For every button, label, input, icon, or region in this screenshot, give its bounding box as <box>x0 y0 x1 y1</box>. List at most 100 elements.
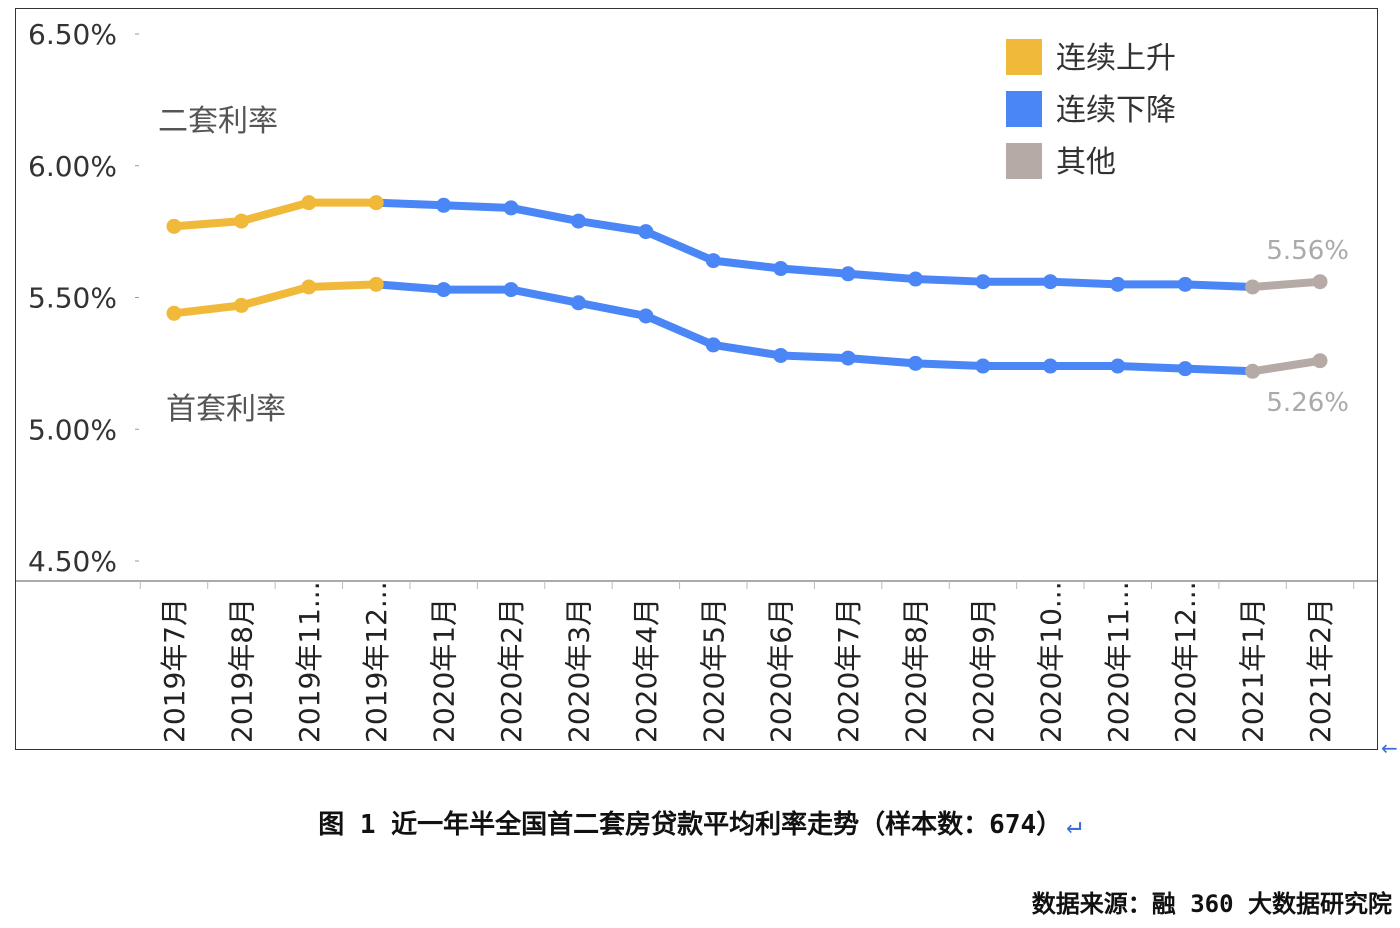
second-rate-point <box>908 271 924 287</box>
y-tick-label: 5.00% <box>28 413 117 446</box>
first-rate-end-label: 5.26% <box>1266 388 1349 418</box>
first-rate-point <box>301 279 317 295</box>
x-tick-label: 2019年11... <box>293 581 326 743</box>
second-rate-point <box>840 266 856 282</box>
first-rate-point <box>1245 363 1261 379</box>
series-segment <box>372 280 448 294</box>
caption-return-mark: ↵ <box>1066 810 1082 840</box>
first-rate-point <box>436 282 452 298</box>
second-rate-end-label: 5.56% <box>1266 236 1349 266</box>
y-tick-label: 6.00% <box>28 150 117 183</box>
first-rate-point <box>975 358 991 374</box>
series-segment <box>641 227 718 265</box>
x-tick-label: 2020年3月 <box>562 598 595 743</box>
first-rate-point <box>570 295 586 311</box>
legend-swatch <box>1006 91 1042 127</box>
y-tick-label: 5.50% <box>28 282 117 315</box>
x-tick-label: 2020年2月 <box>495 598 528 743</box>
x-tick-label: 2019年8月 <box>225 598 258 743</box>
series-segment <box>1181 364 1257 376</box>
rate-line-chart: 4.50% 5.00% 5.50% 6.00% 6.50% 2019年7月 2019年8月 2… <box>16 18 1377 743</box>
second-rate-label: 二套利率 <box>158 104 278 139</box>
x-tick-label: 2020年4月 <box>630 598 663 743</box>
series-segment <box>507 285 583 307</box>
series-segment <box>776 264 853 278</box>
second-rate-point <box>638 224 654 240</box>
legend-swatch <box>1006 143 1042 179</box>
first-rate-point <box>638 308 654 324</box>
second-rate-point <box>1245 279 1261 295</box>
legend-label: 连续下降 <box>1056 93 1176 128</box>
figure-caption: 图 1 近一年半全国首二套房贷款平均利率走势（样本数：674） ↵ <box>0 804 1400 841</box>
series-segment <box>641 311 718 349</box>
second-rate-point <box>570 213 586 229</box>
first-rate-label: 首套利率 <box>166 392 286 427</box>
second-rate-point <box>503 200 519 216</box>
first-rate-point <box>908 355 924 371</box>
y-tick-label: 4.50% <box>28 545 117 578</box>
series-segment <box>776 351 853 363</box>
first-rate-point <box>840 350 856 366</box>
x-tick-label: 2020年12... <box>1169 581 1202 743</box>
series-segment <box>709 256 785 273</box>
first-rate-point <box>503 282 519 298</box>
chart-frame: 4.50% 5.00% 5.50% 6.00% 6.50% 2019年7月 2019年8月 2… <box>15 8 1378 750</box>
x-tick-label: 2021年1月 <box>1237 598 1270 743</box>
x-tick-label: 2020年1月 <box>428 598 461 743</box>
series-segment <box>1181 280 1257 291</box>
second-rate-point <box>773 261 789 277</box>
series-segment <box>1248 277 1324 291</box>
first-rate-point <box>1177 361 1193 377</box>
second-rate-point <box>233 213 249 229</box>
first-rate-point <box>1312 353 1328 369</box>
second-rate-point <box>1110 276 1126 292</box>
first-rate-point <box>166 305 182 321</box>
series-segment <box>170 301 246 318</box>
series-segment <box>911 275 987 286</box>
legend-label: 连续上升 <box>1056 41 1176 76</box>
second-rate-point <box>166 218 182 234</box>
first-rate-point <box>1110 358 1126 374</box>
second-rate-point <box>301 195 317 211</box>
first-rate-point <box>705 337 721 353</box>
series-segment <box>911 359 987 371</box>
y-tick-label: 6.50% <box>28 18 117 51</box>
series-segment <box>844 354 920 368</box>
series-segment <box>1113 362 1190 373</box>
second-rate-point <box>705 253 721 269</box>
series-segment <box>237 282 313 310</box>
series-segment <box>574 217 650 236</box>
first-rate-point <box>233 297 249 313</box>
second-rate-point <box>436 197 452 213</box>
x-tick-label: 2020年11... <box>1102 581 1135 743</box>
series-segment <box>709 340 785 360</box>
second-rate-point <box>1177 276 1193 292</box>
series-segment <box>507 203 583 226</box>
x-tick-label: 2021年2月 <box>1304 598 1337 743</box>
series-segment <box>1046 277 1122 289</box>
caption-text: 图 1 近一年半全国首二套房贷款平均利率走势（样本数：674） <box>318 810 1063 840</box>
series-segment <box>844 269 920 284</box>
data-source: 数据来源：融 360 大数据研究院 <box>1031 890 1392 918</box>
series-segment <box>304 280 381 291</box>
series-segment <box>237 198 313 226</box>
frame-arrow-icon: ← <box>1381 736 1398 760</box>
x-tick-label: 2020年9月 <box>967 598 1000 743</box>
series-segment <box>439 201 516 212</box>
first-rate-point <box>368 276 384 292</box>
second-rate-point <box>975 274 991 290</box>
second-rate-point <box>368 195 384 211</box>
series-segment <box>574 298 650 320</box>
legend-swatch <box>1006 39 1042 75</box>
first-rate-point <box>773 347 789 363</box>
x-tick-label: 2020年5月 <box>697 598 730 743</box>
x-tick-label: 2019年12... <box>360 581 393 743</box>
second-rate-point <box>1312 274 1328 290</box>
x-tick-label: 2020年6月 <box>765 598 798 743</box>
x-tick-label: 2020年7月 <box>832 598 865 743</box>
x-tick-label: 2020年10... <box>1034 581 1067 743</box>
series-segment <box>170 217 246 231</box>
legend-label: 其他 <box>1056 145 1116 180</box>
series-segment <box>372 198 448 210</box>
x-tick-label: 2019年7月 <box>158 598 191 743</box>
